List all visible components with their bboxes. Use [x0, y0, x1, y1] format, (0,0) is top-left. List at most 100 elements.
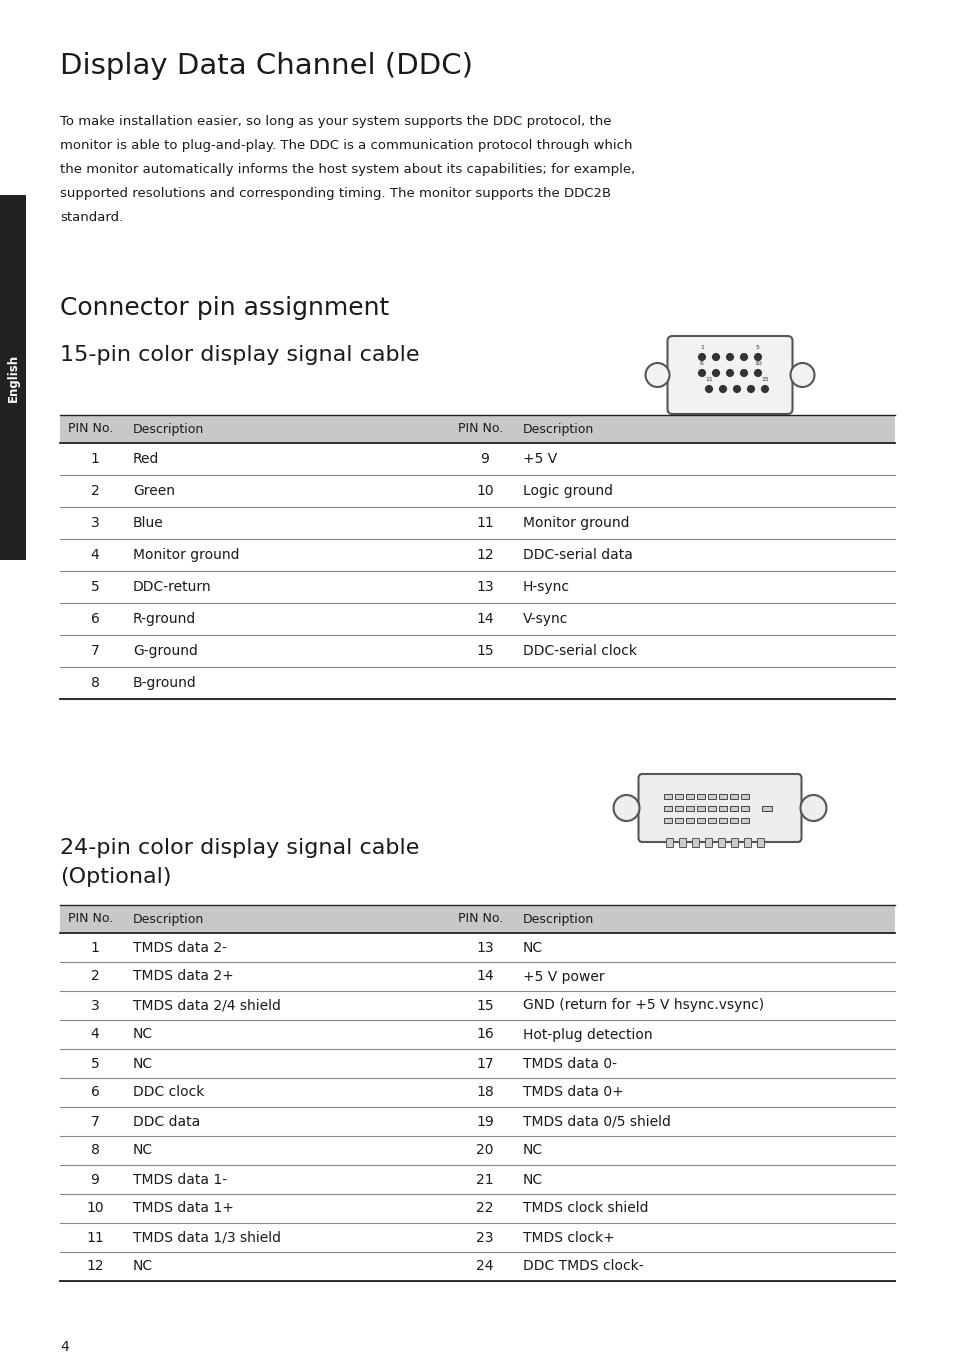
Text: 15: 15 [476, 643, 494, 658]
Circle shape [719, 386, 726, 393]
Circle shape [800, 795, 825, 821]
Text: 16: 16 [476, 1028, 494, 1042]
Text: 20: 20 [476, 1143, 494, 1158]
Text: 5: 5 [756, 345, 760, 350]
Text: Description: Description [522, 423, 594, 435]
Text: monitor is able to plug-and-play. The DDC is a communication protocol through wh: monitor is able to plug-and-play. The DD… [60, 140, 632, 152]
Text: GND (return for +5 V hsync.vsync): GND (return for +5 V hsync.vsync) [522, 998, 763, 1013]
FancyBboxPatch shape [638, 773, 801, 842]
Text: DDC clock: DDC clock [132, 1086, 204, 1099]
Text: 22: 22 [476, 1202, 494, 1216]
Text: DDC data: DDC data [132, 1114, 200, 1128]
Bar [719, 805, 726, 810]
Text: standard.: standard. [60, 211, 123, 225]
Bar [757, 838, 763, 847]
Text: NC: NC [522, 941, 542, 954]
Text: English: English [7, 353, 19, 401]
Bar [740, 794, 748, 798]
Text: 8: 8 [91, 1143, 99, 1158]
Circle shape [733, 386, 740, 393]
Text: V-sync: V-sync [522, 612, 568, 626]
Bar [0, 194, 26, 560]
Text: Green: Green [132, 485, 174, 498]
Bar [60, 415, 894, 444]
Text: TMDS data 2/4 shield: TMDS data 2/4 shield [132, 998, 280, 1013]
Text: NC: NC [522, 1172, 542, 1187]
Text: B-ground: B-ground [132, 676, 196, 690]
Bar [60, 905, 894, 934]
Bar [697, 817, 704, 823]
Text: Red: Red [132, 452, 159, 465]
Bar [663, 805, 671, 810]
Text: TMDS data 1/3 shield: TMDS data 1/3 shield [132, 1231, 281, 1244]
Circle shape [726, 370, 733, 376]
Circle shape [613, 795, 639, 821]
Text: H-sync: H-sync [522, 580, 569, 594]
Text: 3: 3 [91, 516, 99, 530]
Text: To make installation easier, so long as your system supports the DDC protocol, t: To make installation easier, so long as … [60, 115, 611, 127]
Text: PIN No.: PIN No. [457, 423, 503, 435]
Text: DDC-serial data: DDC-serial data [522, 548, 632, 563]
Text: PIN No.: PIN No. [457, 913, 503, 925]
Bar [729, 805, 737, 810]
Text: 15: 15 [476, 998, 494, 1013]
Circle shape [754, 370, 760, 376]
Text: 11: 11 [476, 516, 494, 530]
Text: 15: 15 [760, 376, 768, 382]
Text: NC: NC [132, 1259, 153, 1273]
Text: 15-pin color display signal cable: 15-pin color display signal cable [60, 345, 419, 366]
Text: supported resolutions and corresponding timing. The monitor supports the DDC2B: supported resolutions and corresponding … [60, 188, 611, 200]
Bar [707, 794, 715, 798]
Bar [731, 838, 738, 847]
Text: TMDS data 0-: TMDS data 0- [522, 1057, 617, 1071]
Bar [705, 838, 712, 847]
Text: TMDS data 0+: TMDS data 0+ [522, 1086, 623, 1099]
Text: the monitor automatically informs the host system about its capabilities; for ex: the monitor automatically informs the ho… [60, 163, 635, 177]
Text: (Optional): (Optional) [60, 867, 172, 887]
Text: TMDS data 2-: TMDS data 2- [132, 941, 227, 954]
Bar [718, 838, 724, 847]
Circle shape [740, 370, 747, 376]
Bar [719, 817, 726, 823]
Circle shape [747, 386, 754, 393]
Text: TMDS data 1+: TMDS data 1+ [132, 1202, 233, 1216]
FancyBboxPatch shape [667, 335, 792, 413]
Circle shape [760, 386, 768, 393]
Text: 21: 21 [476, 1172, 494, 1187]
Bar [663, 794, 671, 798]
Text: NC: NC [132, 1143, 153, 1158]
Bar [679, 838, 686, 847]
Text: 12: 12 [476, 548, 494, 563]
Text: DDC TMDS clock-: DDC TMDS clock- [522, 1259, 643, 1273]
Circle shape [790, 363, 814, 387]
Text: 14: 14 [476, 969, 494, 983]
Text: 11: 11 [86, 1231, 104, 1244]
Text: 23: 23 [476, 1231, 494, 1244]
Circle shape [705, 386, 712, 393]
Bar [675, 794, 682, 798]
Text: 4: 4 [60, 1340, 69, 1354]
Text: 1: 1 [91, 452, 99, 465]
Text: 9: 9 [480, 452, 489, 465]
Text: 12: 12 [86, 1259, 104, 1273]
Text: PIN No.: PIN No. [68, 913, 113, 925]
Text: Monitor ground: Monitor ground [132, 548, 239, 563]
Text: Description: Description [522, 913, 594, 925]
Text: DDC-return: DDC-return [132, 580, 212, 594]
Text: 19: 19 [476, 1114, 494, 1128]
Text: 2: 2 [91, 969, 99, 983]
Text: 10: 10 [86, 1202, 104, 1216]
Bar [740, 817, 748, 823]
Bar [729, 817, 737, 823]
Bar [707, 817, 715, 823]
Text: 9: 9 [91, 1172, 99, 1187]
Text: 5: 5 [91, 580, 99, 594]
Text: Monitor ground: Monitor ground [522, 516, 629, 530]
Text: 5: 5 [91, 1057, 99, 1071]
Bar [692, 838, 699, 847]
Text: 2: 2 [91, 485, 99, 498]
Text: 3: 3 [91, 998, 99, 1013]
Text: TMDS clock shield: TMDS clock shield [522, 1202, 648, 1216]
Bar [719, 794, 726, 798]
Bar [740, 805, 748, 810]
